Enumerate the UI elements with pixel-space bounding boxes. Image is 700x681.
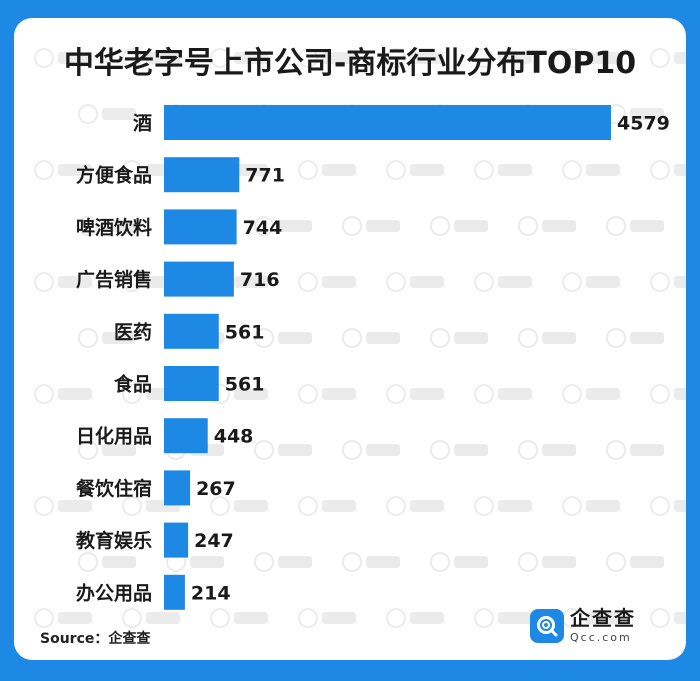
value-label: 247 (194, 530, 234, 552)
category-label: 酒 (133, 113, 152, 135)
category-label: 医药 (114, 320, 152, 343)
source-note: Source：企查查 (40, 631, 151, 647)
bar (164, 209, 237, 245)
chart-title: 中华老字号上市公司-商标行业分布TOP10 (63, 46, 637, 81)
bar (164, 574, 185, 610)
logo-domain: Qcc.com (570, 631, 632, 644)
logo-search-icon (530, 608, 564, 643)
bar (164, 313, 219, 349)
category-label: 啤酒饮料 (76, 216, 152, 239)
bar (164, 418, 208, 454)
value-label: 771 (245, 165, 285, 187)
category-label: 日化用品 (76, 425, 152, 448)
category-label: 教育娱乐 (76, 529, 152, 552)
value-label: 561 (225, 321, 265, 343)
category-label: 广告销售 (76, 268, 152, 291)
bar (164, 366, 219, 401)
value-label: 561 (225, 374, 265, 396)
bar (164, 261, 234, 297)
value-label: 267 (196, 478, 236, 500)
value-label: 716 (240, 269, 280, 291)
bar (164, 105, 611, 140)
category-label: 方便食品 (76, 164, 152, 187)
logo-name: 企查查 (570, 606, 636, 630)
bar (164, 470, 191, 506)
value-label: 214 (191, 582, 231, 604)
bar (164, 157, 240, 193)
value-label: 4579 (617, 113, 670, 135)
bar-chart: 酒 4579 方便食品 771 啤酒饮料 744 广告销售 716 医药 561 食品 561 日化用品… (76, 105, 670, 610)
bar (164, 522, 189, 558)
value-label: 448 (214, 426, 254, 448)
chart-card: 中华老字号上市公司-商标行业分布TOP10 酒 4579 方便食品 771 啤酒饮料 74… (14, 18, 686, 660)
category-label: 食品 (114, 373, 152, 396)
category-label: 办公用品 (76, 581, 152, 604)
category-label: 餐饮住宿 (76, 477, 152, 500)
brand-logo: 企查查 Qcc.com (530, 608, 636, 643)
value-label: 744 (243, 217, 283, 239)
